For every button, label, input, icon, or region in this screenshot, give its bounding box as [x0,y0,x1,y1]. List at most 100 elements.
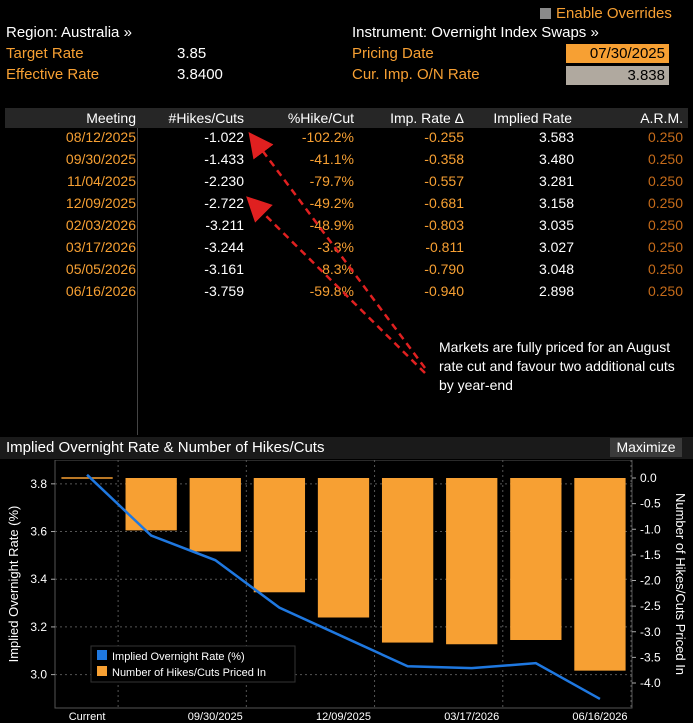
y2-tick-label: -1.0 [640,522,661,536]
legend-swatch-line [97,650,107,660]
y2-tick-label: -2.0 [640,574,661,588]
row-arm[interactable]: 0.250 [647,195,683,211]
row-hikes[interactable]: -3.244 [204,239,244,255]
annotation-text: Markets are fully priced for an August r… [439,339,675,393]
y-axis-label: Implied Overnight Rate (%) [6,506,21,663]
target-rate-value: 3.85 [177,45,207,62]
row-meeting[interactable]: 03/17/2026 [65,239,136,255]
y2-tick-label: -3.0 [640,625,661,639]
col-arm[interactable]: A.R.M. [640,110,683,126]
legend-line-label: Implied Overnight Rate (%) [112,651,245,663]
row-implied[interactable]: 3.048 [538,261,574,277]
row-delta[interactable]: -0.681 [424,195,464,211]
row-meeting[interactable]: 09/30/2025 [65,151,136,167]
row-meeting[interactable]: 02/03/2026 [65,217,136,233]
hikes-bar [510,478,562,641]
table-divider [137,128,138,435]
row-pct[interactable]: -79.7% [309,173,354,189]
row-meeting[interactable]: 05/05/2026 [65,261,136,277]
row-arm[interactable]: 0.250 [647,261,683,277]
row-arm[interactable]: 0.250 [647,173,683,189]
region-selector[interactable]: Region: Australia » [6,24,132,41]
row-implied[interactable]: 3.027 [538,239,574,255]
legend-bar-label: Number of Hikes/Cuts Priced In [112,667,266,679]
row-pct[interactable]: -102.2% [301,129,354,145]
x-tick-label: 06/16/2026 [572,711,627,723]
x-tick-label: Current [69,711,106,723]
row-pct[interactable]: -59.8% [309,283,354,299]
row-implied[interactable]: 3.281 [538,173,574,189]
row-delta[interactable]: -0.557 [424,173,464,189]
row-meeting[interactable]: 06/16/2026 [65,283,136,299]
hikes-bar [446,478,498,645]
implied-rate-line [86,473,601,701]
row-arm[interactable]: 0.250 [647,239,683,255]
hikes-bar [189,478,241,552]
row-implied[interactable]: 3.158 [538,195,574,211]
instrument-selector[interactable]: Instrument: Overnight Index Swaps » [352,24,599,41]
x-tick-label: 09/30/2025 [188,711,243,723]
col-pct[interactable]: %Hike/Cut [287,110,354,126]
effective-rate-label: Effective Rate [6,66,100,83]
row-hikes[interactable]: -1.433 [204,151,244,167]
y-tick-label: 3.2 [30,620,47,634]
chart-header [0,437,693,459]
row-arm[interactable]: 0.250 [647,151,683,167]
y2-tick-label: 0.0 [640,471,657,485]
cur-rate-field[interactable]: 3.838 [566,66,669,85]
legend-swatch-bar [97,666,107,676]
row-arm[interactable]: 0.250 [647,283,683,299]
effective-rate-value: 3.8400 [177,66,223,83]
row-implied[interactable]: 2.898 [538,283,574,299]
pricing-date-input[interactable]: 07/30/2025 [566,44,669,63]
row-meeting[interactable]: 11/04/2025 [66,173,136,189]
hikes-bar [317,478,370,618]
row-pct[interactable]: -49.2% [309,195,354,211]
row-arm[interactable]: 0.250 [647,129,683,145]
y2-tick-label: -1.5 [640,548,661,562]
y-tick-label: 3.0 [30,668,47,682]
y2-tick-label: -3.5 [640,650,661,664]
row-implied[interactable]: 3.480 [538,151,574,167]
row-implied[interactable]: 3.035 [538,217,574,233]
y-tick-label: 3.6 [30,525,47,539]
row-implied[interactable]: 3.583 [538,129,574,145]
row-meeting[interactable]: 12/09/2025 [65,195,136,211]
x-tick-label: 03/17/2026 [444,711,499,723]
row-pct[interactable]: 8.3% [322,261,354,277]
hikes-bar [574,478,626,671]
enable-overrides-checkbox[interactable] [540,8,551,19]
col-implied[interactable]: Implied Rate [493,110,572,126]
y2-tick-label: -0.5 [640,497,661,511]
row-meeting[interactable]: 08/12/2025 [65,129,136,145]
row-hikes[interactable]: -3.211 [205,217,244,233]
hikes-bar [125,478,177,531]
row-hikes[interactable]: -1.022 [204,129,244,145]
y2-axis-label: Number of Hikes/Cuts Priced In [673,493,688,675]
hikes-bar [253,478,306,593]
row-delta[interactable]: -0.803 [424,217,464,233]
row-delta[interactable]: -0.811 [425,239,464,255]
row-hikes[interactable]: -2.722 [204,195,244,211]
row-pct[interactable]: -41.1% [309,151,354,167]
x-tick-label: 12/09/2025 [316,711,371,723]
row-hikes[interactable]: -3.161 [204,261,244,277]
row-hikes[interactable]: -3.759 [204,283,244,299]
annotation-arrows [246,131,427,374]
chart-title: Implied Overnight Rate & Number of Hikes… [6,439,325,456]
row-hikes[interactable]: -2.230 [204,173,244,189]
col-delta[interactable]: Imp. Rate Δ [390,110,464,126]
hikes-bar [381,478,434,643]
enable-overrides-label[interactable]: Enable Overrides [556,5,672,22]
maximize-button[interactable]: Maximize [610,438,682,457]
row-delta[interactable]: -0.255 [424,129,464,145]
row-delta[interactable]: -0.358 [424,151,464,167]
row-delta[interactable]: -0.940 [424,283,464,299]
arrow-yearend [246,196,426,374]
y-tick-label: 3.4 [30,572,47,586]
row-delta[interactable]: -0.790 [424,261,464,277]
col-meeting[interactable]: Meeting [86,110,136,126]
row-arm[interactable]: 0.250 [647,217,683,233]
col-hikes[interactable]: #Hikes/Cuts [168,110,244,126]
y2-tick-label: -4.0 [640,676,661,690]
